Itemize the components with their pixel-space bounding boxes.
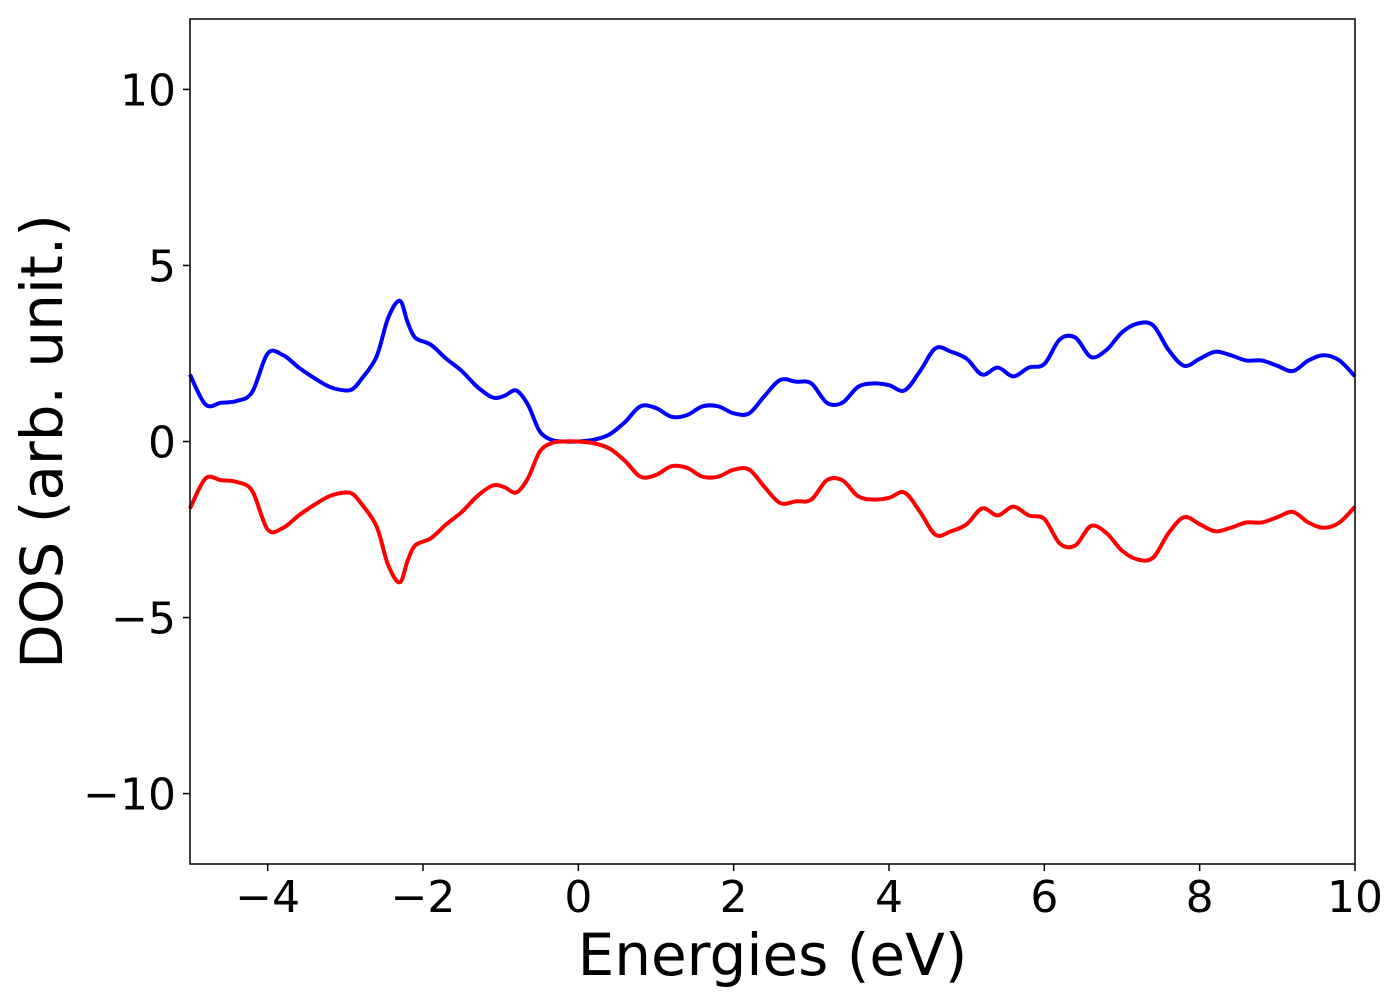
- dos-series-1-line: [188, 298, 1357, 444]
- y-tick-label: 5: [148, 241, 176, 292]
- x-tick-label: 6: [1030, 872, 1058, 923]
- x-tick-label: 0: [564, 872, 592, 923]
- plot-frame: [189, 18, 1356, 865]
- y-tick-label: −10: [83, 770, 176, 821]
- x-tick-label: 2: [720, 872, 748, 923]
- y-tick-label: 10: [120, 65, 176, 116]
- dos-series-2-line: [188, 439, 1357, 585]
- x-tick-label: 4: [875, 872, 903, 923]
- y-tick-label: −5: [111, 594, 176, 645]
- x-axis: −4 −2 0 2 4 6 8 10: [235, 864, 1383, 923]
- series-layer: [188, 298, 1357, 585]
- x-tick-label: 10: [1327, 872, 1383, 923]
- y-axis: −10 −5 0 5 10: [83, 65, 190, 821]
- x-tick-label: −2: [391, 872, 456, 923]
- x-tick-label: 8: [1186, 872, 1214, 923]
- y-axis-label: DOS (arb. unit.): [8, 214, 76, 669]
- y-tick-label: 0: [148, 418, 176, 469]
- x-axis-label: Energies (eV): [578, 921, 968, 989]
- x-tick-label: −4: [235, 872, 300, 923]
